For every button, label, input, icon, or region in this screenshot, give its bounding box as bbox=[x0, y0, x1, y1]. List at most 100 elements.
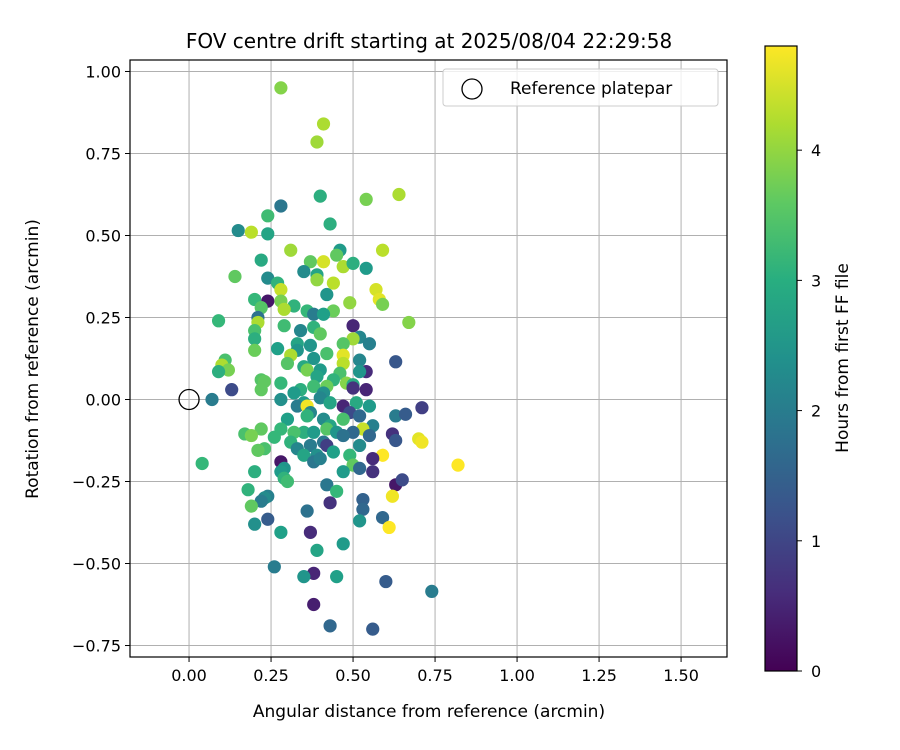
data-point bbox=[379, 574, 393, 589]
data-point bbox=[248, 465, 262, 479]
data-point bbox=[375, 297, 390, 311]
data-point bbox=[287, 386, 301, 400]
data-point bbox=[336, 428, 350, 443]
data-point bbox=[389, 355, 403, 369]
data-point bbox=[356, 492, 370, 507]
data-point bbox=[297, 425, 311, 439]
data-point bbox=[353, 365, 367, 379]
data-point bbox=[274, 525, 288, 539]
chart-title: FOV centre drift starting at 2025/08/04 … bbox=[186, 29, 672, 53]
data-point bbox=[300, 504, 314, 518]
y-tick-label: 0.25 bbox=[85, 308, 121, 327]
data-point bbox=[231, 223, 245, 238]
legend: Reference platepar bbox=[442, 68, 719, 107]
x-tick-label: 0.25 bbox=[253, 666, 289, 685]
data-point bbox=[320, 478, 334, 492]
data-point bbox=[271, 342, 285, 356]
data-point bbox=[389, 409, 403, 423]
data-point bbox=[323, 396, 337, 410]
data-point bbox=[330, 248, 344, 262]
data-point bbox=[254, 253, 268, 267]
data-point bbox=[205, 392, 219, 407]
data-point bbox=[290, 399, 304, 413]
data-point bbox=[323, 217, 337, 231]
colorbar-label: Hours from first FF file bbox=[833, 263, 853, 453]
x-tick-label: 1.25 bbox=[581, 666, 617, 685]
data-point bbox=[310, 543, 324, 557]
data-point bbox=[362, 428, 377, 443]
colorbar-tick-label: 4 bbox=[811, 141, 821, 160]
data-point bbox=[297, 448, 311, 462]
y-tick-label: −0.75 bbox=[72, 637, 121, 656]
data-point bbox=[349, 396, 363, 410]
data-point bbox=[211, 365, 226, 379]
legend-label: Reference platepar bbox=[510, 79, 672, 99]
colorbar-ticks: 0 1 2 3 4 bbox=[797, 141, 821, 681]
data-point bbox=[267, 430, 281, 444]
data-point bbox=[392, 187, 406, 202]
data-point bbox=[254, 383, 268, 397]
data-point bbox=[310, 273, 324, 287]
data-point bbox=[277, 319, 291, 333]
data-point bbox=[375, 510, 390, 525]
data-point bbox=[300, 409, 314, 423]
data-point bbox=[225, 383, 239, 397]
data-point bbox=[323, 496, 337, 510]
colorbar-tick-label: 2 bbox=[811, 402, 821, 421]
y-axis-label: Rotation from reference (arcmin) bbox=[23, 219, 43, 499]
colorbar-tick-label: 0 bbox=[811, 662, 821, 681]
y-axis: −0.75 −0.50 −0.25 0.00 0.25 0.50 0.75 1.00 bbox=[72, 62, 130, 656]
data-point bbox=[293, 324, 308, 338]
data-point bbox=[323, 619, 337, 633]
colorbar-gradient bbox=[764, 45, 798, 672]
data-point bbox=[254, 422, 268, 436]
data-point bbox=[303, 525, 318, 539]
data-point bbox=[300, 363, 314, 377]
data-point bbox=[346, 332, 360, 346]
data-point bbox=[261, 271, 275, 285]
data-point bbox=[425, 584, 439, 598]
x-axis: 0.00 0.25 0.50 0.75 1.00 1.25 1.50 bbox=[171, 657, 699, 685]
data-point bbox=[316, 117, 331, 131]
data-point bbox=[261, 227, 275, 241]
data-point bbox=[336, 537, 350, 551]
data-point bbox=[343, 296, 357, 310]
data-point bbox=[359, 261, 373, 275]
data-point bbox=[313, 327, 327, 341]
data-point bbox=[320, 287, 334, 302]
data-point bbox=[353, 353, 367, 367]
data-point bbox=[241, 483, 255, 497]
data-point bbox=[280, 412, 295, 426]
data-point bbox=[303, 438, 318, 453]
plot-frame bbox=[129, 59, 728, 658]
y-tick-label: 0.50 bbox=[85, 226, 121, 245]
data-point bbox=[274, 81, 288, 95]
data-point bbox=[274, 376, 288, 390]
data-point bbox=[366, 465, 380, 479]
data-point bbox=[330, 484, 344, 498]
data-point bbox=[359, 192, 373, 207]
data-point bbox=[336, 412, 350, 426]
data-point bbox=[330, 570, 344, 584]
x-tick-label: 0.50 bbox=[335, 666, 371, 685]
legend-box bbox=[442, 68, 719, 107]
data-point bbox=[251, 443, 265, 457]
data-point bbox=[297, 264, 311, 279]
data-point bbox=[346, 319, 360, 333]
y-tick-label: −0.50 bbox=[72, 555, 121, 574]
data-point bbox=[274, 199, 288, 213]
data-point bbox=[221, 363, 236, 377]
data-point bbox=[359, 383, 373, 397]
y-tick-label: 1.00 bbox=[85, 62, 121, 81]
data-point bbox=[385, 489, 400, 503]
data-point bbox=[336, 465, 350, 479]
data-point bbox=[244, 499, 258, 513]
data-point bbox=[307, 351, 321, 366]
data-point bbox=[398, 407, 413, 421]
data-point bbox=[254, 494, 268, 508]
data-point bbox=[277, 302, 291, 316]
colorbar-tick-label: 1 bbox=[811, 532, 821, 551]
data-point bbox=[326, 276, 340, 290]
data-point bbox=[297, 570, 311, 584]
data-point bbox=[267, 560, 281, 574]
